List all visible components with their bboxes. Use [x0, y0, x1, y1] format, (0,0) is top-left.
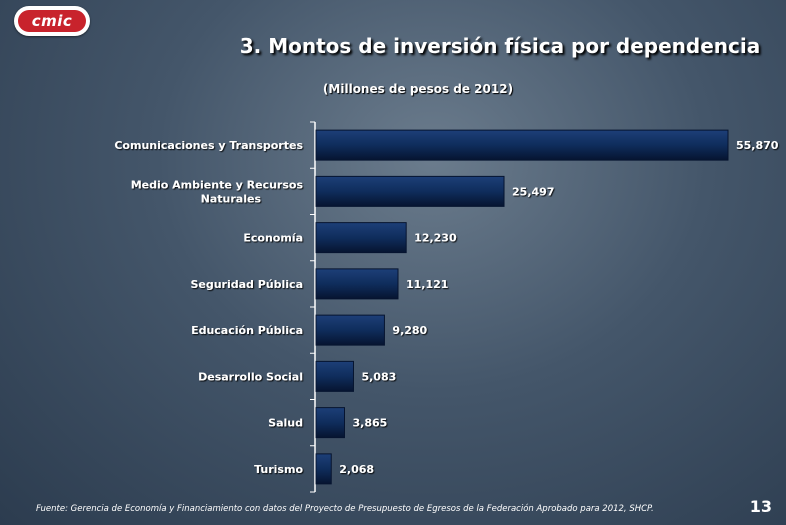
data-label: 55,870: [736, 139, 779, 152]
category-label: Salud: [268, 417, 303, 430]
page-title: 3. Montos de inversión física por depend…: [239, 34, 761, 58]
bar: [315, 314, 385, 346]
page-number: 13: [749, 497, 772, 516]
bar: [315, 129, 729, 161]
data-label: 11,121: [406, 278, 448, 291]
data-label: 5,083: [361, 370, 396, 383]
category-label: Economía: [243, 232, 303, 245]
chart-subtitle: (Millones de pesos de 2012): [322, 82, 514, 96]
category-label: Desarrollo Social: [198, 370, 303, 383]
bar: [315, 360, 354, 392]
bar: [315, 268, 399, 300]
source-footnote: Fuente: Gerencia de Economía y Financiam…: [36, 504, 654, 514]
data-label: 9,280: [392, 324, 427, 337]
data-label: 12,230: [414, 232, 457, 245]
bar: [315, 222, 407, 254]
category-label: Turismo: [254, 463, 303, 476]
data-label: 25,497: [512, 185, 554, 198]
data-label: 2,068: [339, 463, 374, 476]
category-label: Seguridad Pública: [190, 278, 303, 291]
data-label: 3,865: [353, 417, 388, 430]
bar: [315, 453, 332, 485]
cmic-logo: cmic: [14, 6, 90, 36]
bar: [315, 175, 505, 207]
category-label: Educación Pública: [191, 324, 303, 337]
bar: [315, 407, 346, 439]
category-label: Comunicaciones y Transportes: [114, 139, 303, 152]
category-label: Medio Ambiente y Recursos Naturales: [131, 178, 304, 205]
logo-text: cmic: [18, 10, 86, 32]
